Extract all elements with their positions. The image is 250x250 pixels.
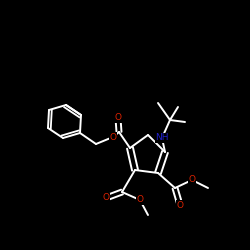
Text: O: O [176, 200, 184, 209]
Text: NH: NH [155, 134, 169, 142]
Text: O: O [136, 196, 143, 204]
Text: O: O [102, 194, 110, 202]
Text: O: O [114, 114, 121, 122]
Text: O: O [110, 132, 116, 141]
Text: O: O [188, 176, 196, 184]
